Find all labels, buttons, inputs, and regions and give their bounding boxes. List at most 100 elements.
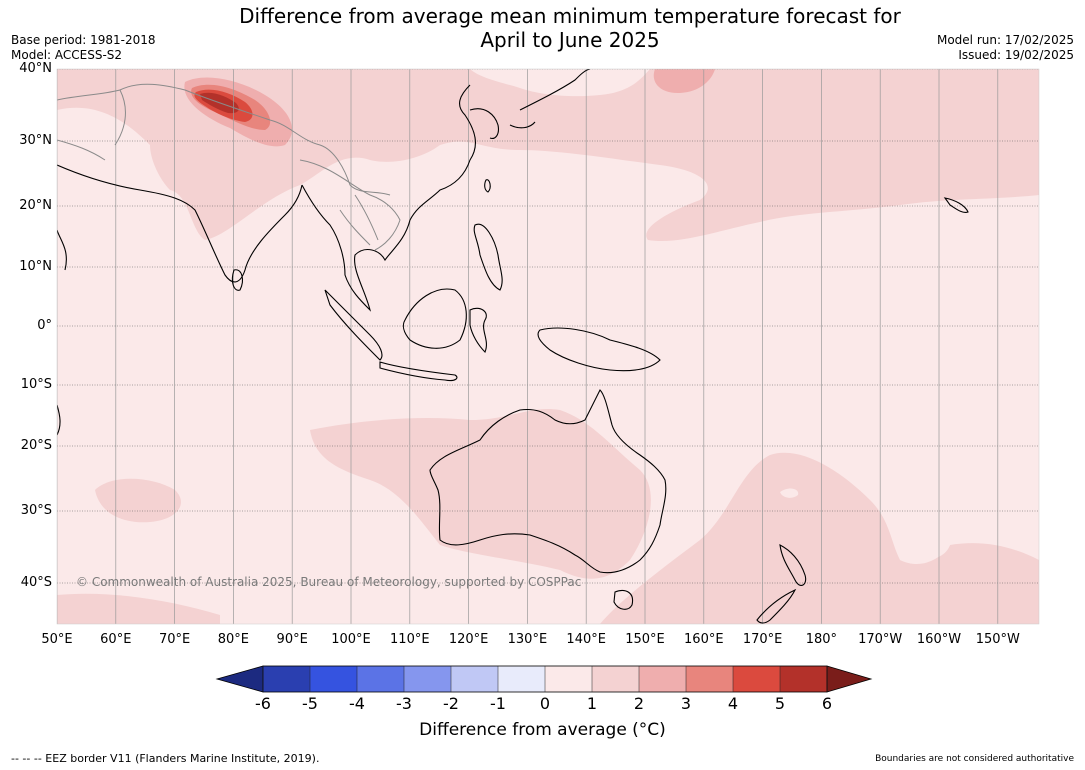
colorbar-tick-label: 2 — [633, 694, 645, 713]
colorbar-tick-label: -2 — [443, 694, 459, 713]
colorbar-tick-label: 1 — [586, 694, 598, 713]
copyright-notice: © Commonwealth of Australia 2025, Bureau… — [76, 575, 582, 589]
coast-sri-lanka — [231, 269, 243, 291]
longitude-label: 130°E — [507, 632, 548, 647]
title-line-2: April to June 2025 — [480, 28, 660, 52]
map-area — [57, 69, 1039, 624]
colorbar-arrow-low — [215, 665, 264, 693]
coast-new-guinea — [537, 327, 661, 372]
coast-sulawesi — [469, 307, 487, 353]
colorbar-tick-label: 6 — [821, 694, 833, 713]
colorbar-tick-label: 0 — [539, 694, 551, 713]
longitude-label: 170°E — [742, 632, 783, 647]
title-line-1: Difference from average mean minimum tem… — [239, 4, 901, 28]
latitude-label: 40°S — [20, 575, 52, 590]
coast-tasmania — [613, 589, 634, 610]
longitude-label: 180° — [805, 632, 838, 647]
longitude-label: 150°W — [975, 632, 1020, 647]
latitude-label: 20°N — [19, 198, 52, 213]
anomaly-region-west-1-2 — [95, 478, 181, 523]
anomaly-region-japan-2-3 — [653, 69, 715, 94]
coast-sumatra — [324, 289, 383, 361]
longitude-label: 120°E — [448, 632, 489, 647]
latitude-label: 40°N — [19, 61, 52, 76]
coast-korea — [469, 108, 499, 139]
longitude-label: 50°E — [41, 632, 73, 647]
model-name: Model: ACCESS-S2 — [11, 48, 123, 62]
colorbar-tick-label: -6 — [255, 694, 271, 713]
colorbar-segment — [780, 666, 827, 692]
longitude-label: 110°E — [390, 632, 430, 647]
longitude-label: 60°E — [100, 632, 132, 647]
coast-new-zealand-north — [779, 544, 807, 586]
base-period: Base period: 1981-2018 — [11, 33, 156, 47]
coast-madagascar-edge — [57, 404, 61, 436]
latitude-label: 0° — [37, 318, 52, 333]
coastlines — [57, 69, 969, 624]
latitude-label: 30°S — [20, 503, 52, 518]
coast-philippines — [473, 223, 503, 291]
colorbar-segment — [498, 666, 545, 692]
colorbar-tick-label: -3 — [396, 694, 412, 713]
colorbar-tick-label: -5 — [302, 694, 318, 713]
coast-borneo — [402, 288, 467, 349]
anomaly-region-asia-1-2 — [57, 69, 1039, 241]
colorbar-title: Difference from average (°C) — [419, 720, 666, 740]
colorbar-tick-label: 5 — [774, 694, 786, 713]
longitude-label: 80°E — [217, 632, 250, 647]
latitude-label: 20°S — [20, 438, 52, 453]
country-borders — [57, 83, 401, 251]
colorbar-segment — [404, 666, 451, 692]
border-central-asia — [57, 89, 126, 161]
coast-india — [57, 164, 303, 283]
colorbar-segment — [310, 666, 357, 692]
coast-arabia — [57, 229, 67, 271]
map-frame — [56, 68, 1040, 625]
colorbar-tick-label: -1 — [490, 694, 506, 713]
model-run: Model run: 17/02/2025 — [936, 33, 1074, 47]
border-china-southeast — [299, 159, 401, 251]
latitude-label: 30°N — [19, 133, 52, 148]
latitude-label: 10°S — [20, 377, 52, 392]
meta-right: Model run: 17/02/2025 Issued: 19/02/2025 — [937, 33, 1074, 63]
issued-date: Issued: 19/02/2025 — [958, 48, 1074, 62]
coast-taiwan — [484, 179, 491, 193]
colorbar-segment — [263, 666, 310, 692]
boundaries-disclaimer: Boundaries are not considered authoritat… — [875, 754, 1074, 764]
anomaly-region-south-1-2 — [57, 593, 220, 624]
colorbar-segment — [592, 666, 639, 692]
coast-australia — [429, 389, 667, 574]
longitude-label: 170°W — [858, 632, 903, 647]
coast-new-zealand-south — [756, 588, 797, 624]
graticule — [57, 69, 1039, 624]
colorbar-segment — [545, 666, 592, 692]
map-title: Difference from average mean minimum tem… — [0, 4, 1085, 52]
anomaly-region-fiji-lighter — [780, 488, 799, 498]
eez-border-note: -- -- -- EEZ border V11 (Flanders Marine… — [11, 752, 320, 765]
colorbar — [215, 665, 873, 693]
longitude-label: 70°E — [158, 632, 191, 647]
longitude-label: 140°E — [566, 632, 606, 647]
longitude-label: 90°E — [276, 632, 308, 647]
latitude-label: 10°N — [19, 259, 52, 274]
colorbar-segment — [639, 666, 686, 692]
colorbar-tick-label: 4 — [727, 694, 739, 713]
colorbar-tick-label: 3 — [680, 694, 692, 713]
longitude-label: 160°W — [916, 632, 962, 647]
anomaly-region-north-lighter — [470, 69, 650, 97]
meta-left: Base period: 1981-2018 Model: ACCESS-S2 — [11, 33, 156, 63]
longitude-label: 150°E — [625, 632, 665, 647]
colorbar-arrow-high — [826, 665, 873, 693]
colorbar-segment — [357, 666, 404, 692]
colorbar-segment — [686, 666, 733, 692]
longitude-label: 160°E — [684, 632, 724, 647]
longitude-label: 100°E — [331, 632, 371, 647]
border-indochina — [339, 194, 379, 246]
anomaly-region-australia-1-2 — [310, 408, 651, 579]
anomaly-region-tasman-1-2 — [600, 452, 1039, 624]
coast-hawaii — [943, 197, 969, 213]
border-south-asia — [119, 83, 391, 196]
coast-java — [379, 361, 458, 382]
coast-japan — [509, 69, 591, 129]
